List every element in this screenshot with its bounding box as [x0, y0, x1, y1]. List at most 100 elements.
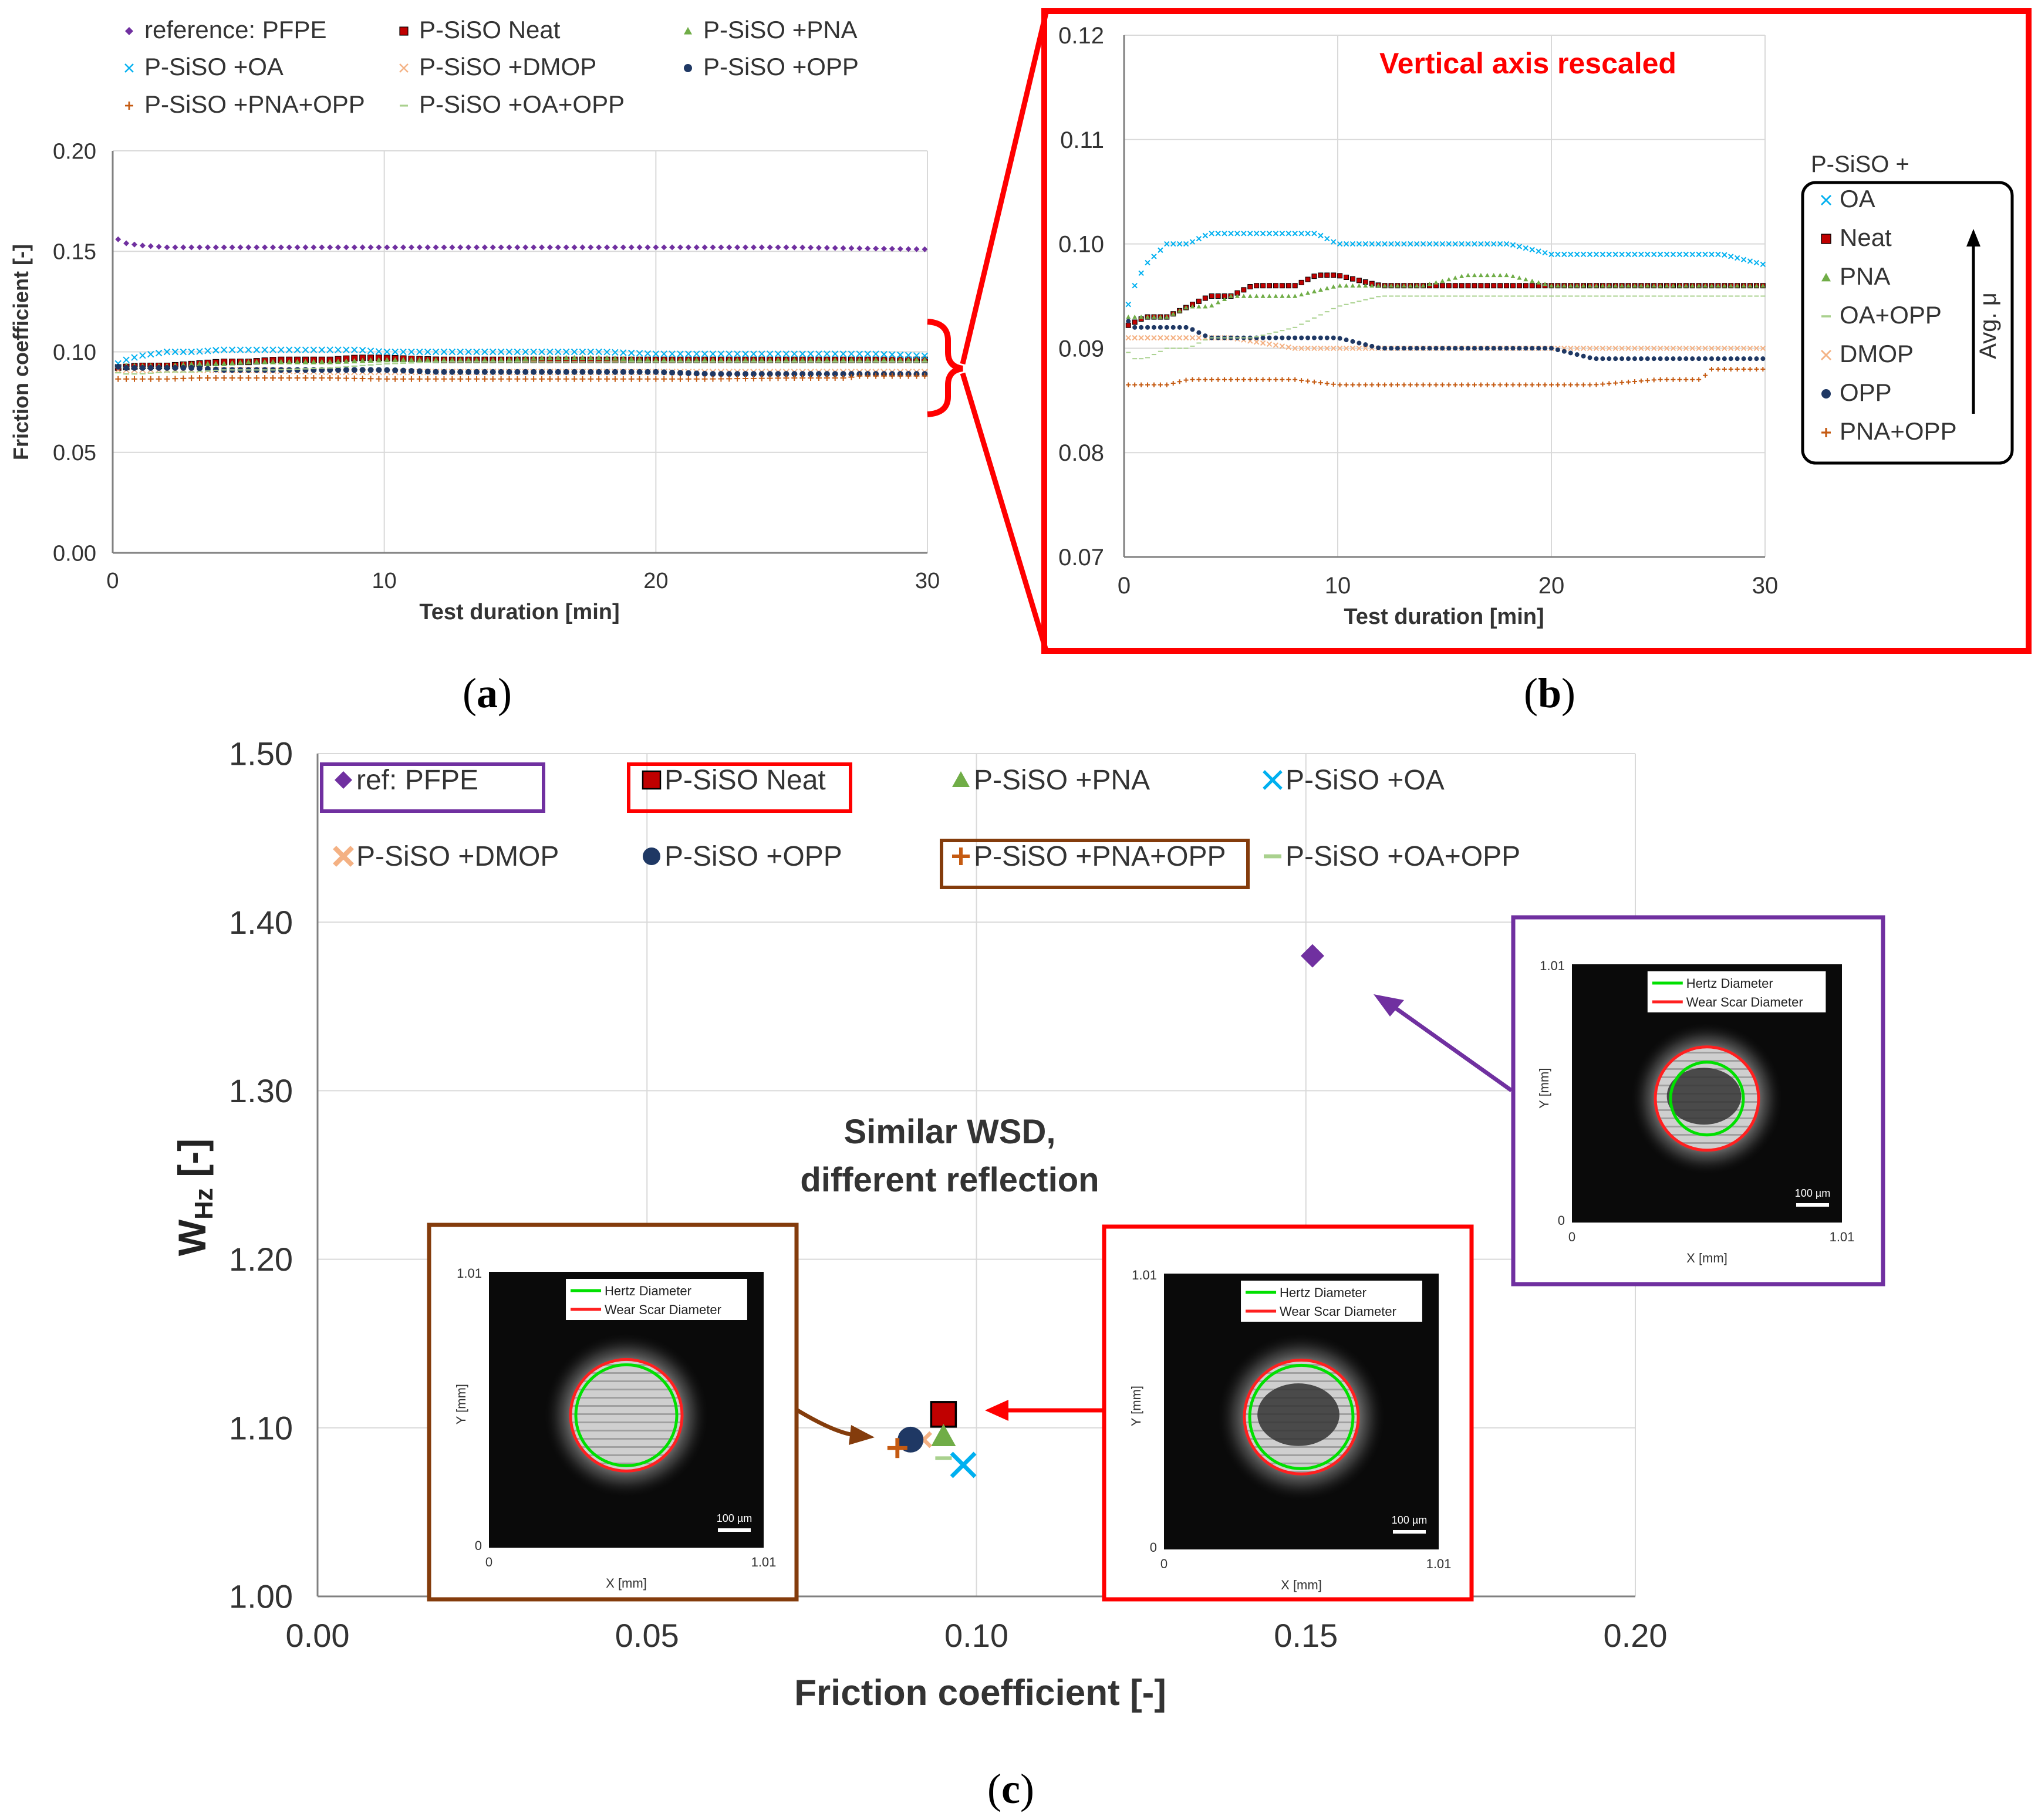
data-point-pna — [1241, 293, 1246, 298]
data-point-pna_opp — [115, 376, 122, 382]
data-point-pna — [1568, 283, 1573, 288]
data-point-opp — [424, 369, 431, 375]
data-point-dmop — [1356, 345, 1362, 352]
data-point-oa — [1568, 251, 1574, 258]
data-point-opp — [1683, 356, 1689, 362]
data-point-opp — [1466, 346, 1471, 351]
data-point-oa — [734, 350, 741, 357]
data-point-pfpe — [506, 244, 512, 251]
data-point-opp — [408, 368, 414, 374]
data-point-pfpe — [913, 246, 920, 252]
data-point-pna_opp — [1510, 382, 1516, 387]
data-point-dmop — [1176, 335, 1183, 341]
data-point-dmop — [1170, 335, 1176, 341]
data-point-opp — [750, 371, 757, 377]
data-point-oa — [1247, 231, 1253, 237]
legend-label-neat: Neat — [1840, 224, 1892, 251]
data-point-oa — [424, 348, 431, 356]
data-point-dmop — [1722, 345, 1727, 352]
legend-item-oa: P-SiSO +OA — [124, 53, 284, 80]
panel-c-annotation-line2: different reflection — [800, 1161, 1099, 1199]
data-point-pna — [1318, 287, 1323, 292]
data-point-pna — [791, 357, 798, 363]
data-point-pna_opp — [498, 376, 504, 382]
data-point-oa — [490, 348, 497, 356]
data-point-pna — [1177, 308, 1182, 313]
data-point-oa — [1593, 251, 1600, 258]
data-point-oa — [1145, 259, 1150, 266]
legend-label-pfpe: ref: PFPE — [356, 765, 478, 796]
data-point-oa — [522, 348, 529, 356]
data-point-pna_opp — [1273, 377, 1278, 382]
data-point-pna — [212, 361, 219, 367]
data-point-oa — [1689, 251, 1695, 258]
data-point-pna_opp — [1216, 377, 1221, 382]
data-point-pna — [1132, 315, 1138, 319]
data-point-pfpe — [490, 244, 496, 251]
data-point-dmop — [1145, 335, 1150, 341]
data-point-oa — [326, 346, 333, 353]
data-point-oa — [1465, 241, 1471, 247]
data-point-opp — [433, 369, 439, 375]
data-point-oa — [155, 349, 163, 357]
y-tick-label: 0.15 — [53, 240, 96, 265]
data-point-pna — [677, 357, 683, 363]
data-point-opp — [669, 369, 676, 376]
data-point-pna_opp — [1170, 380, 1176, 386]
data-point-pna_opp — [302, 375, 309, 381]
data-point-pna — [1747, 283, 1753, 288]
legend-item-opp: P-SiSO +OPP — [684, 53, 859, 80]
data-point-oa — [204, 347, 211, 354]
data-point-opp — [1427, 346, 1432, 351]
data-point-pna — [1331, 284, 1336, 289]
data-point-dmop — [1689, 345, 1695, 352]
data-point-neat — [1446, 283, 1452, 289]
data-point-pna_opp — [815, 375, 822, 381]
data-point-opp — [1183, 325, 1189, 330]
data-point-opp — [1587, 355, 1592, 360]
data-point-pna — [604, 355, 610, 361]
data-point-neat — [1215, 293, 1221, 299]
data-point-pna — [1453, 275, 1458, 280]
data-point-oa — [180, 348, 187, 356]
data-point-pna_opp — [620, 376, 626, 382]
inset-legend-hertz-label: Hertz Diameter — [1280, 1285, 1366, 1300]
data-point-pna_opp — [1703, 373, 1708, 378]
legend-item-oa_opp: P-SiSO +OA+OPP — [1264, 841, 1520, 872]
legend-marker-pna_opp — [952, 847, 970, 865]
data-point-pna — [1543, 282, 1548, 286]
data-point-pna_opp — [367, 376, 374, 382]
data-point-pna — [1658, 283, 1663, 288]
data-point-oa — [546, 348, 554, 356]
data-point-oa — [1715, 251, 1721, 258]
data-point-oa — [791, 350, 798, 357]
data-point-pna — [367, 357, 374, 363]
data-point-pna_opp — [758, 375, 765, 381]
data-point-oa — [1747, 258, 1753, 264]
data-point-pna_opp — [865, 373, 871, 379]
data-point-opp — [1472, 346, 1477, 351]
data-point-oa — [864, 350, 871, 357]
data-point-pna — [1536, 280, 1541, 285]
data-point-pna — [1420, 283, 1426, 288]
data-point-opp — [791, 371, 798, 377]
data-point-opp — [604, 369, 610, 375]
data-point-pna — [441, 357, 447, 363]
legend-label-oa_opp: OA+OPP — [1840, 301, 1942, 329]
data-point-oa — [603, 349, 610, 356]
data-point-pna — [1229, 293, 1233, 298]
data-point-pna — [1581, 283, 1586, 288]
data-point-neat — [1279, 283, 1285, 289]
data-point-pna_opp — [1696, 377, 1702, 382]
data-point-pna_opp — [1337, 382, 1342, 387]
data-point-opp — [1638, 356, 1644, 362]
data-point-opp — [1273, 335, 1278, 340]
data-point-pna — [555, 354, 561, 360]
series-pfpe — [115, 236, 928, 252]
data-point-pna — [661, 357, 667, 363]
data-point-pna_opp — [1722, 366, 1727, 372]
data-point-oa — [1183, 241, 1189, 247]
data-point-dmop — [1740, 345, 1747, 352]
data-point-pna — [327, 359, 333, 364]
inset-y-zero: 0 — [1150, 1540, 1157, 1555]
